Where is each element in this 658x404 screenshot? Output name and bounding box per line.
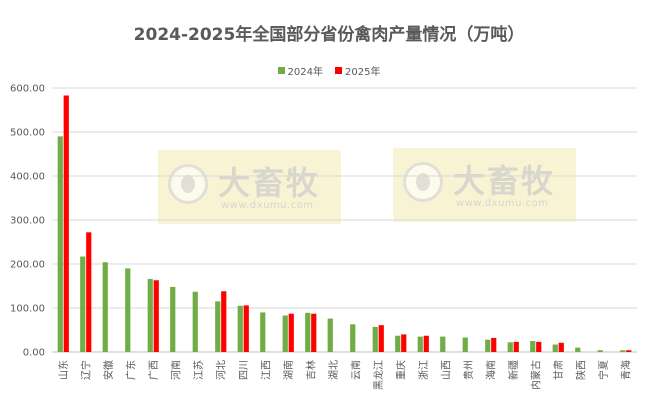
- y-tick-label: 500.00: [10, 128, 45, 139]
- x-tick-label: 云南: [349, 360, 362, 380]
- bar-2025: [311, 313, 317, 352]
- x-tick-label: 广东: [124, 360, 137, 380]
- bar-2025: [401, 334, 407, 352]
- bar-2025: [558, 342, 564, 352]
- bar-2024: [395, 335, 401, 352]
- watermark-name: 大畜牧: [453, 162, 556, 200]
- bar-2024: [125, 268, 131, 352]
- bar-2024: [102, 262, 108, 352]
- y-tick-label: 200.00: [10, 260, 45, 271]
- bar-2025: [86, 232, 92, 352]
- bar-2025: [243, 305, 249, 352]
- x-tick-label: 陕西: [574, 360, 587, 380]
- bar-2024: [237, 305, 243, 352]
- watermark-right: 大畜牧 www.dxumu.com: [393, 148, 576, 222]
- legend: 2024年 2025年: [0, 63, 658, 78]
- watermark-logo-icon: [403, 162, 443, 202]
- x-tick-label: 内蒙古: [529, 360, 542, 390]
- legend-swatch-2025: [335, 67, 342, 74]
- bar-2025: [63, 95, 69, 352]
- bar-2024: [57, 136, 63, 352]
- watermark-left: 大畜牧 www.dxumu.com: [158, 150, 341, 224]
- x-tick-label: 海南: [484, 360, 497, 380]
- x-tick-label: 重庆: [394, 360, 407, 380]
- x-tick-label: 广西: [148, 360, 160, 380]
- bar-2025: [378, 325, 384, 352]
- bar-2024: [372, 326, 378, 352]
- x-tick-label: 辽宁: [79, 360, 92, 380]
- x-tick-label: 浙江: [418, 360, 430, 380]
- y-tick-label: 600.00: [10, 84, 45, 95]
- bar-2025: [536, 341, 542, 352]
- bar-2024: [305, 312, 311, 352]
- bar-2025: [153, 280, 159, 352]
- x-tick-label: 青海: [619, 360, 632, 380]
- y-tick-label: 400.00: [10, 172, 45, 183]
- x-tick-label: 宁夏: [597, 360, 610, 380]
- x-tick-label: 河北: [215, 360, 227, 380]
- x-tick-label: 甘肃: [552, 360, 565, 380]
- y-tick-label: 100.00: [10, 304, 45, 315]
- bar-2024: [440, 336, 446, 352]
- bar-2024: [192, 291, 198, 352]
- x-tick-label: 安徽: [102, 360, 115, 380]
- y-tick-label: 300.00: [10, 216, 45, 227]
- x-tick-label: 山东: [57, 360, 70, 380]
- x-tick-label: 黑龙江: [372, 360, 385, 390]
- bar-2025: [288, 313, 294, 352]
- watermark-name: 大畜牧: [218, 164, 321, 202]
- bar-2025: [491, 337, 497, 352]
- bar-2024: [552, 344, 558, 352]
- bar-2024: [462, 337, 468, 352]
- bar-2024: [620, 350, 626, 352]
- bar-2024: [350, 324, 356, 352]
- bar-2024: [147, 278, 153, 352]
- bar-2025: [423, 335, 429, 352]
- legend-item-2024: 2024年: [277, 63, 323, 78]
- legend-label-2024: 2024年: [287, 67, 323, 78]
- y-tick-label: 0.00: [23, 348, 45, 359]
- bar-2024: [575, 347, 581, 352]
- x-tick-label: 江苏: [192, 360, 205, 380]
- x-tick-label: 河南: [169, 360, 182, 380]
- chart-title: 2024-2025年全国部分省份禽肉产量情况（万吨）: [133, 25, 525, 45]
- x-tick-label: 山西: [440, 360, 452, 380]
- bar-2025: [221, 291, 227, 352]
- legend-label-2025: 2025年: [345, 67, 381, 78]
- watermark-url: www.dxumu.com: [456, 198, 549, 209]
- bar-2024: [485, 339, 491, 352]
- x-tick-label: 湖北: [328, 360, 340, 380]
- bar-2024: [530, 341, 536, 352]
- bar-2024: [170, 286, 176, 352]
- bar-2024: [80, 256, 86, 352]
- bar-2025: [513, 341, 519, 352]
- legend-swatch-2024: [277, 67, 285, 74]
- bar-2025: [626, 350, 632, 352]
- bar-2024: [417, 336, 423, 352]
- x-tick-label: 四川: [239, 360, 250, 380]
- bar-2024: [215, 301, 221, 352]
- watermark-logo-icon: [168, 164, 208, 204]
- bar-2024: [507, 342, 513, 352]
- bar-2024: [282, 315, 288, 352]
- x-tick-label: 吉林: [304, 360, 317, 380]
- x-tick-label: 贵州: [462, 360, 475, 380]
- watermark-url: www.dxumu.com: [221, 200, 314, 211]
- bar-2024: [260, 312, 266, 352]
- x-tick-label: 湖南: [282, 360, 295, 380]
- x-tick-label: 江西: [260, 360, 272, 380]
- bar-2024: [327, 318, 333, 352]
- legend-item-2025: 2025年: [335, 63, 380, 78]
- bar-2024: [597, 350, 603, 352]
- x-tick-label: 新疆: [507, 360, 520, 380]
